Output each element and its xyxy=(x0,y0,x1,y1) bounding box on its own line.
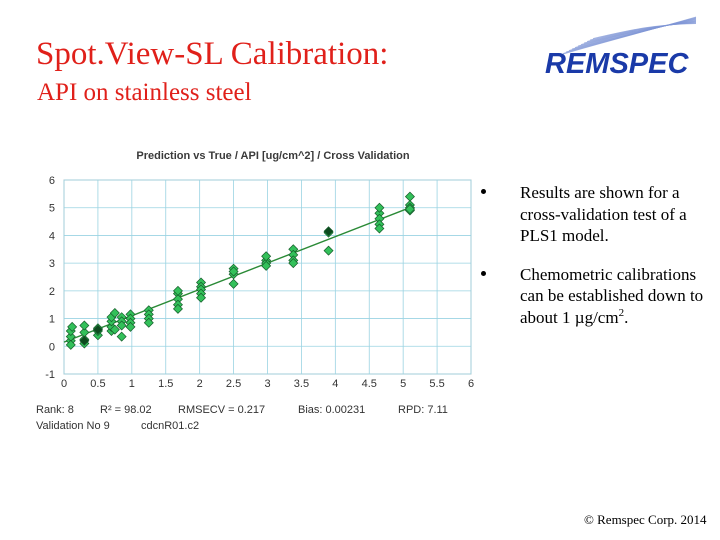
chart-axes: 0 0.5 1 1.5 2 2.5 3 3.5 4 4.5 5 5.5 6 -1 0 1 2 3 4 5 6 xyxy=(45,175,474,390)
stat-bias: Bias: 0.00231 xyxy=(298,404,365,416)
slide-title: Spot.View-SL Calibration: xyxy=(36,36,389,72)
data-point xyxy=(323,245,334,256)
stat-validation: Validation No 9 xyxy=(36,420,110,432)
data-point xyxy=(404,204,415,215)
data-point xyxy=(116,320,127,331)
chart-stats: Rank: 8 R² = 98.02 RMSECV = 0.217 Bias: … xyxy=(36,404,448,432)
x-tick-label: 4 xyxy=(332,378,338,390)
x-tick-label: 3 xyxy=(264,378,270,390)
data-point xyxy=(109,324,120,335)
data-point-highlight xyxy=(79,335,90,346)
logo-stripe xyxy=(592,23,697,39)
stat-rpd: RPD: 7.11 xyxy=(398,404,448,416)
data-point xyxy=(288,258,299,269)
bullet-item: Chemometric calibrations can be establis… xyxy=(476,264,706,332)
bullet-list: Results are shown for a cross-validation… xyxy=(476,182,706,331)
stat-file: cdcnR01.c2 xyxy=(141,420,199,432)
bullet-item: Results are shown for a cross-validation… xyxy=(476,182,706,247)
stat-rank: Rank: 8 xyxy=(36,404,74,416)
x-tick-label: 3.5 xyxy=(294,378,309,390)
x-tick-label: 0.5 xyxy=(90,378,105,390)
x-tick-label: 5 xyxy=(400,378,406,390)
bullet-suffix: . xyxy=(624,307,629,327)
x-tick-label: 6 xyxy=(468,378,474,390)
data-point xyxy=(261,251,272,262)
y-tick-label: 4 xyxy=(49,230,55,242)
remspec-logo: REMSPEC xyxy=(545,16,697,80)
data-point xyxy=(228,278,239,289)
x-tick-label: 1 xyxy=(129,378,135,390)
data-point xyxy=(261,260,272,271)
y-tick-label: -1 xyxy=(45,369,55,381)
data-point xyxy=(116,331,127,342)
scatter-chart: Prediction vs True / API [ug/cm^2] / Cro… xyxy=(36,150,474,432)
logo-stripe-group xyxy=(559,16,697,56)
x-tick-label: 4.5 xyxy=(362,378,377,390)
bullet-dot-icon xyxy=(481,270,486,276)
data-point xyxy=(196,292,207,303)
data-point xyxy=(79,320,90,331)
slide-subtitle: API on stainless steel xyxy=(37,79,252,106)
y-tick-label: 3 xyxy=(49,258,55,270)
data-point-highlight xyxy=(92,324,103,335)
stat-r2: R² = 98.02 xyxy=(100,404,152,416)
bullet-text: Results are shown for a cross-validation… xyxy=(520,183,687,245)
stat-rmsecv: RMSECV = 0.217 xyxy=(178,404,265,416)
data-point xyxy=(67,321,78,332)
data-point xyxy=(374,202,385,213)
data-point xyxy=(228,266,239,277)
y-tick-label: 6 xyxy=(49,175,55,187)
data-point xyxy=(374,223,385,234)
x-tick-label: 5.5 xyxy=(429,378,444,390)
logo-text: REMSPEC xyxy=(545,48,689,80)
y-tick-label: 2 xyxy=(49,286,55,298)
bullet-dot-icon xyxy=(481,189,486,194)
data-point-highlight xyxy=(323,226,334,237)
x-tick-label: 1.5 xyxy=(158,378,173,390)
y-tick-label: 1 xyxy=(49,314,55,326)
bullet-superscript: 2 xyxy=(618,306,625,319)
data-points-layer xyxy=(65,191,415,350)
x-tick-label: 2 xyxy=(197,378,203,390)
copyright-footer: © Remspec Corp. 2014 xyxy=(584,512,707,527)
x-tick-label: 2.5 xyxy=(226,378,241,390)
bullet-text: Chemometric calibrations can be establis… xyxy=(520,264,704,327)
data-point xyxy=(143,317,154,328)
data-point xyxy=(65,339,76,350)
x-tick-label: 0 xyxy=(61,378,67,390)
y-tick-label: 0 xyxy=(49,341,55,353)
data-point xyxy=(172,285,183,296)
data-point xyxy=(172,303,183,314)
data-point xyxy=(125,321,136,332)
data-point xyxy=(109,308,120,319)
chart-title: Prediction vs True / API [ug/cm^2] / Cro… xyxy=(136,150,409,162)
chart-grid xyxy=(63,179,472,375)
y-tick-label: 5 xyxy=(49,203,55,215)
